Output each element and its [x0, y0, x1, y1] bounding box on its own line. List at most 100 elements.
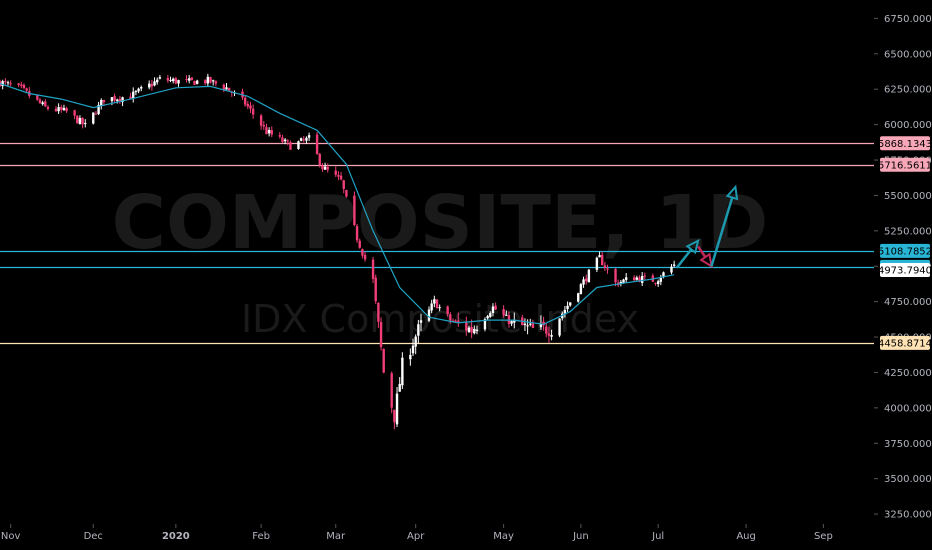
candle	[222, 83, 226, 93]
y-tick-label: 3500.0000	[884, 474, 932, 485]
candle	[302, 135, 305, 143]
candle	[185, 75, 188, 83]
projection-arrows	[675, 184, 739, 269]
candle	[251, 104, 255, 119]
x-tick-label: Jul	[651, 531, 664, 542]
candle	[270, 126, 273, 138]
candle	[371, 257, 375, 284]
candle	[598, 251, 601, 258]
candle	[259, 114, 263, 130]
candle	[60, 104, 63, 113]
candle	[246, 101, 250, 110]
candle	[505, 310, 508, 316]
svg-text:4458.8714: 4458.8714	[878, 338, 932, 349]
candle	[113, 93, 116, 104]
candle	[84, 119, 87, 128]
y-tick-label: 3250.0000	[884, 510, 932, 521]
candle	[203, 79, 207, 86]
candle	[41, 100, 44, 106]
candle	[510, 320, 513, 327]
level-label-5716.5611: 5716.5611	[878, 157, 932, 172]
candle	[363, 251, 367, 262]
candle	[374, 274, 377, 304]
projection-arrow-up[interactable]	[675, 238, 700, 269]
candle	[243, 95, 247, 107]
candle	[624, 272, 628, 283]
candle	[531, 319, 535, 329]
candle	[563, 305, 567, 318]
candle	[166, 75, 170, 83]
candle	[603, 261, 607, 271]
candle	[20, 81, 23, 89]
x-tick-label: Jun	[572, 531, 589, 542]
projection-arrow-down[interactable]	[697, 245, 713, 269]
svg-text:4973.7940: 4973.7940	[878, 265, 932, 276]
candle	[326, 163, 329, 173]
svg-text:5716.5611: 5716.5611	[878, 160, 932, 171]
candle	[140, 85, 143, 92]
candle	[289, 140, 292, 150]
candle	[94, 110, 98, 116]
candle	[134, 90, 138, 96]
candle	[9, 80, 12, 87]
candles	[0, 73, 676, 430]
candle	[57, 103, 60, 114]
candle	[569, 302, 572, 307]
candle	[435, 298, 439, 309]
x-tick-label: Nov	[1, 531, 21, 542]
candle	[635, 275, 639, 281]
time-axis[interactable]	[0, 524, 932, 550]
x-tick-label: Sep	[814, 531, 833, 542]
candle	[473, 325, 476, 335]
candle	[262, 121, 265, 130]
candle	[172, 77, 175, 84]
candle	[148, 80, 151, 90]
candle	[321, 163, 324, 172]
candle	[379, 317, 383, 351]
candle	[643, 272, 647, 280]
candle	[614, 268, 617, 287]
candle	[430, 299, 433, 314]
candle	[486, 314, 489, 320]
candle	[137, 87, 140, 94]
candle	[206, 73, 210, 87]
candle	[46, 105, 50, 111]
x-tick-label: Apr	[407, 531, 425, 542]
level-labels: 5868.13435716.56115108.78524995.25164973…	[878, 136, 932, 350]
candle	[395, 387, 399, 428]
candle	[278, 132, 281, 139]
svg-text:5868.1343: 5868.1343	[878, 139, 932, 150]
candle	[118, 95, 122, 105]
candle	[587, 268, 591, 283]
candle	[470, 319, 473, 339]
candle	[670, 264, 673, 275]
candle	[438, 304, 441, 312]
candle	[577, 292, 580, 303]
candle	[419, 313, 423, 332]
candle	[132, 87, 135, 103]
y-tick-label: 4250.0000	[884, 368, 932, 379]
candle	[334, 166, 337, 177]
y-tick-label: 3750.0000	[884, 439, 932, 450]
candle	[654, 282, 657, 286]
projection-arrow-up[interactable]	[710, 184, 739, 267]
candle	[62, 104, 66, 112]
candle	[156, 77, 159, 85]
x-tick-label: Dec	[84, 531, 103, 542]
candle	[345, 189, 348, 198]
candle	[355, 224, 359, 243]
time-axis-ticks: Nov Dec 2020 Feb Mar Apr May Jun Jul Aug Sep	[1, 524, 833, 542]
candle	[558, 318, 561, 338]
candle	[640, 272, 644, 287]
candle	[225, 83, 228, 90]
candle	[582, 276, 585, 288]
x-tick-label: Mar	[326, 531, 346, 542]
candle	[187, 75, 191, 84]
candle	[25, 87, 28, 92]
candle	[177, 79, 180, 87]
candle	[414, 334, 417, 355]
candle	[382, 348, 385, 374]
candle	[446, 305, 449, 317]
y-tick-label: 4750.0000	[884, 297, 932, 308]
